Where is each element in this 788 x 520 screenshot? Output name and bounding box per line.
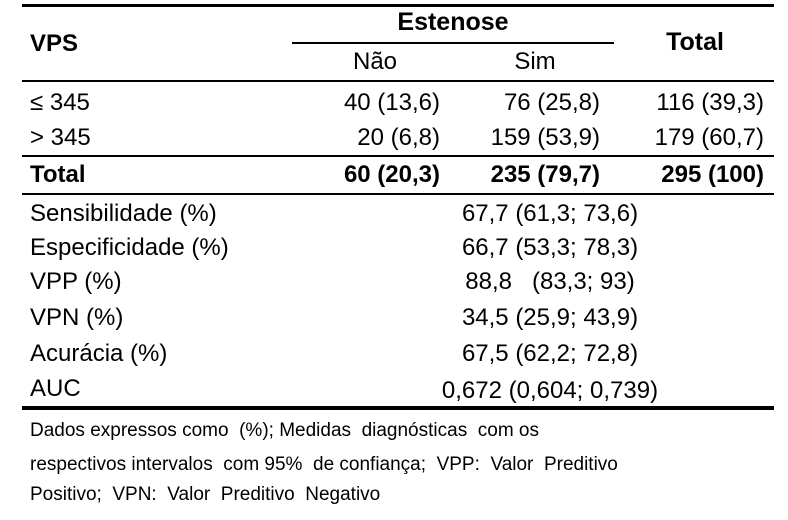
- header-vps: VPS: [30, 30, 79, 57]
- total-nao: 60 (20,3): [343, 161, 440, 188]
- header-nao: Não: [352, 48, 398, 75]
- row-sim: 159 (53,9): [490, 124, 600, 151]
- metric-value: 0,672 (0,604; 0,739): [441, 377, 659, 404]
- row-total: 116 (39,3): [656, 89, 764, 116]
- metric-label: AUC: [30, 375, 81, 402]
- table-bottom-rule: [22, 406, 774, 410]
- metric-label: Especificidade (%): [30, 234, 229, 261]
- row-total: 179 (60,7): [654, 124, 764, 151]
- header-estenose: Estenose: [397, 8, 509, 36]
- metric-label: VPN (%): [30, 304, 124, 331]
- metric-value: 67,5 (62,2; 72,8): [461, 340, 639, 367]
- top-rule: [22, 4, 774, 7]
- row-label: ≤ 345: [30, 89, 90, 116]
- footnote-line-3: Positivo; VPN: Valor Preditivo Negativo: [30, 484, 381, 505]
- total-label: Total: [30, 161, 86, 188]
- total-top-rule: [22, 155, 774, 157]
- header-sim: Sim: [514, 48, 556, 75]
- row-sim: 76 (25,8): [503, 89, 600, 116]
- row-label: > 345: [30, 124, 91, 151]
- header-bottom-rule: [22, 80, 774, 82]
- total-bottom-rule: [22, 193, 774, 195]
- metric-label: VPP (%): [30, 268, 122, 295]
- total-sim: 235 (79,7): [490, 161, 600, 188]
- metric-value: 66,7 (53,3; 78,3): [461, 234, 639, 261]
- row-nao: 40 (13,6): [343, 89, 440, 116]
- estenose-underline: [292, 42, 614, 44]
- footnote-line-1: Dados expressos como (%); Medidas diagnó…: [30, 420, 539, 441]
- metric-label: Sensibilidade (%): [30, 200, 217, 227]
- metric-value: 88,8 (83,3; 93): [465, 268, 635, 295]
- metric-label: Acurácia (%): [30, 340, 168, 367]
- total-total: 295 (100): [661, 161, 764, 188]
- metric-value: 34,5 (25,9; 43,9): [461, 304, 639, 331]
- header-total: Total: [666, 28, 724, 56]
- footnote-line-2: respectivos intervalos com 95% de confia…: [30, 454, 618, 475]
- row-nao: 20 (6,8): [357, 124, 440, 151]
- metric-value: 67,7 (61,3; 73,6): [461, 200, 639, 227]
